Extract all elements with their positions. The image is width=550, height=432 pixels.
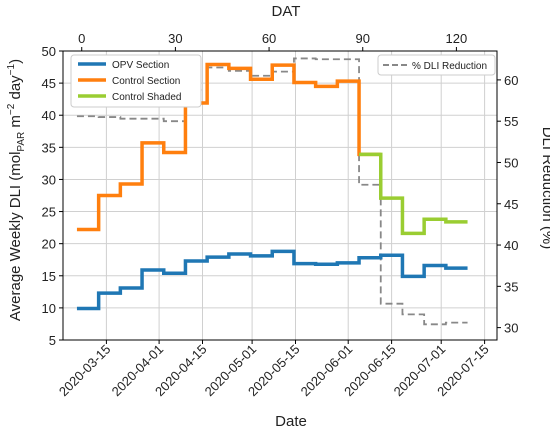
legend-label-reduction: % DLI Reduction	[412, 61, 487, 72]
y-title-part-1: Average Weekly DLI (mol	[7, 152, 24, 322]
legend-label-opv: OPV Section	[112, 60, 169, 71]
y-tick-label: 10	[42, 301, 56, 316]
y-tick-label: 40	[42, 108, 56, 123]
y2-axis-title: DLI Reduction (%)	[539, 127, 550, 250]
x-axis-title: Date	[275, 413, 307, 430]
legend-label-control: Control Section	[112, 76, 180, 87]
series-control-section	[76, 62, 381, 232]
y2-tick-label: 40	[504, 238, 518, 253]
y-title-part-4: )	[7, 59, 24, 64]
y-tick-label: 50	[42, 44, 56, 59]
y-title-sup-2: −2	[6, 103, 17, 115]
y-title-part-3: day	[7, 75, 24, 104]
legend-right-box	[377, 54, 496, 76]
y2-tick-label: 60	[504, 73, 518, 88]
legend-right: % DLI Reduction	[377, 54, 496, 76]
y-axis-title: Average Weekly DLI (molPAR m−2 day−1)	[6, 59, 27, 321]
legend-left-box	[70, 54, 202, 108]
x2-tick-label: 30	[168, 31, 182, 46]
y-title-sup-1: −1	[6, 63, 17, 75]
x2-tick-label: 60	[262, 31, 276, 46]
y-tick-label: 25	[42, 205, 56, 220]
series-opv-section	[76, 249, 468, 311]
legend-label-shaded: Control Shaded	[112, 92, 182, 103]
x2-tick-label: 120	[446, 31, 468, 46]
series-layer	[76, 57, 468, 326]
y-tick-label: 30	[42, 172, 56, 187]
legend-left: OPV Section Control Section Control Shad…	[70, 54, 202, 108]
y2-tick-label: 35	[504, 279, 518, 294]
x2-axis-title: DAT	[272, 3, 301, 20]
y-tick-label: 20	[42, 237, 56, 252]
y2-tick-label: 30	[504, 321, 518, 336]
y2-tick-label: 50	[504, 155, 518, 170]
y2-tick-label: 45	[504, 197, 518, 212]
y-tick-label: 15	[42, 269, 56, 284]
y2-tick-label: 55	[504, 114, 518, 129]
y-tick-label: 5	[49, 333, 56, 348]
y-title-part-2: m	[7, 115, 24, 132]
series-control-shaded	[359, 152, 468, 236]
x2-tick-label: 0	[78, 31, 85, 46]
y-tick-label: 45	[42, 76, 56, 91]
x-tick-label: 2020-03-15	[56, 342, 114, 400]
y-title-sub-par: PAR	[16, 132, 27, 152]
x2-tick-label: 90	[356, 31, 370, 46]
plot-frame	[62, 50, 498, 341]
grid	[63, 50, 497, 341]
y-tick-label: 35	[42, 140, 56, 155]
